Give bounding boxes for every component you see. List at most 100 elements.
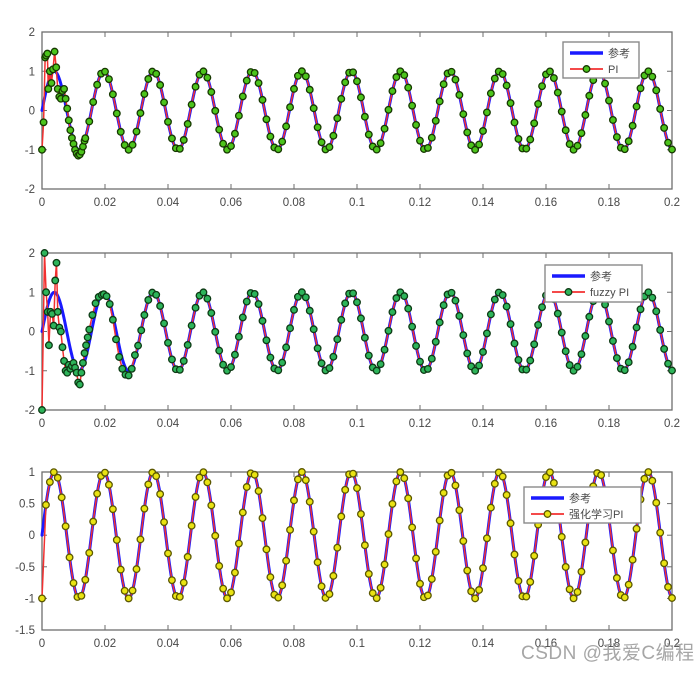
plot1-data-marker [116,127,125,136]
plot1-data-marker [93,80,102,89]
legend-marker-sample [543,510,552,518]
plot3-data-marker [53,473,62,482]
plot2-data-marker [242,297,251,306]
plot3-data-marker [325,590,334,599]
plot1-data-marker [506,99,515,108]
plot3-data-marker [628,555,637,564]
plot1-data-marker [262,115,271,124]
plot3-data-marker [124,594,133,603]
plot2-data-marker [360,333,369,342]
plot3-data-marker [498,472,507,481]
plot2-data-marker [388,308,397,317]
plot3-data-marker [89,517,98,526]
plot2-data-marker [88,311,97,319]
plot1-data-marker [199,67,208,76]
plot1-data-marker [254,79,263,87]
plot3-data-marker [447,468,456,477]
plot1-data-marker [608,116,617,124]
plot1-data-marker [530,119,539,128]
plot3-data-marker [612,574,621,582]
plot3-data-marker [624,580,633,589]
plot3-data-marker [290,496,298,505]
plot2-data-marker [459,331,468,340]
x-tick-label: 0.1 [349,638,365,650]
plot2-data-marker [364,351,373,360]
plot1-data-marker [230,129,239,138]
plot1-data-marker [526,135,535,144]
y-tick-label: 1 [29,467,35,479]
plot3-data-marker [490,479,499,488]
legend-box [562,41,640,79]
plot2-data-marker [325,364,334,373]
plot3-data-marker [317,582,326,591]
plot1-data-marker [490,74,499,83]
x-tick-label: 0 [39,197,45,209]
plot3-data-marker [522,592,531,601]
plot1-data-marker [128,140,137,149]
plot1-data-marker [353,77,361,86]
plot1-data-marker [384,105,393,114]
plot2-data-marker [309,325,318,334]
y-tick-label: 0 [29,530,35,542]
plot2-data-marker [486,310,495,319]
plot3-data-marker [179,578,188,587]
plot1-data-marker [404,83,413,92]
plot2-data-marker [557,328,566,337]
plot1-data-marker [305,85,314,94]
plot1-data-marker [356,93,365,102]
plot2-data-marker [207,309,216,317]
plot2-data-marker [412,341,421,350]
plot3-data-marker [412,554,421,563]
plot2-data-marker [286,324,295,333]
plot1-data-marker [47,79,56,87]
plot2-data-marker [290,305,298,314]
plot2-data-marker [435,318,444,327]
plot1-data-marker [636,84,645,93]
plot1-data-marker [164,117,172,126]
plot1-data-marker [112,109,121,118]
plot2-data-marker [115,353,124,361]
plot2-data-marker [85,325,94,334]
x-tick-label: 0.14 [472,418,495,430]
plot3-data-marker [577,567,586,576]
plot2-data-marker [227,363,235,371]
plot1-data-marker [412,120,421,129]
plot2-data-marker [219,360,228,369]
plot3-data-marker [514,577,523,585]
plot3-data-marker [301,476,310,485]
plot3-data-marker [45,478,54,486]
plot2-data-marker [187,321,196,330]
plot3-data-marker [140,504,149,513]
plot3-data-marker [557,532,566,541]
legend-marker-sample [582,65,591,73]
plot2-data-marker [439,301,448,310]
plot3-data-marker [427,575,436,583]
legend-label: 强化学习PI [569,507,623,521]
plot3-data-marker [561,563,570,571]
plot2-data-marker [471,366,480,375]
plot3-data-marker [278,581,287,590]
plot2-data-marker [199,288,208,297]
plot1-data-marker [510,118,519,127]
plot3-data-marker [510,550,519,559]
plot2-data-marker [278,358,287,367]
plot3-data-marker [195,473,204,482]
plot1-data-marker [274,145,283,154]
plot3-data-marker [128,586,137,595]
plot2-data-marker [160,319,169,328]
plot2-data-marker [353,298,361,307]
plot1-data-marker [522,144,531,153]
plot1-data-marker [242,76,251,85]
plot1-data-marker [656,104,665,113]
plot1-data-marker [219,139,228,148]
y-tick-label: -0.5 [15,562,35,574]
plot2-data-marker [58,343,67,352]
plot3-data-marker [234,539,243,548]
plot1-data-marker [534,99,543,108]
plot3-data-marker [164,549,172,558]
plot2-data-marker [341,299,350,308]
plot2-data-marker [585,312,594,321]
y-tick-label: 0.5 [19,499,35,511]
plot1-data-marker [144,74,153,83]
plot1-data-marker [400,71,409,80]
